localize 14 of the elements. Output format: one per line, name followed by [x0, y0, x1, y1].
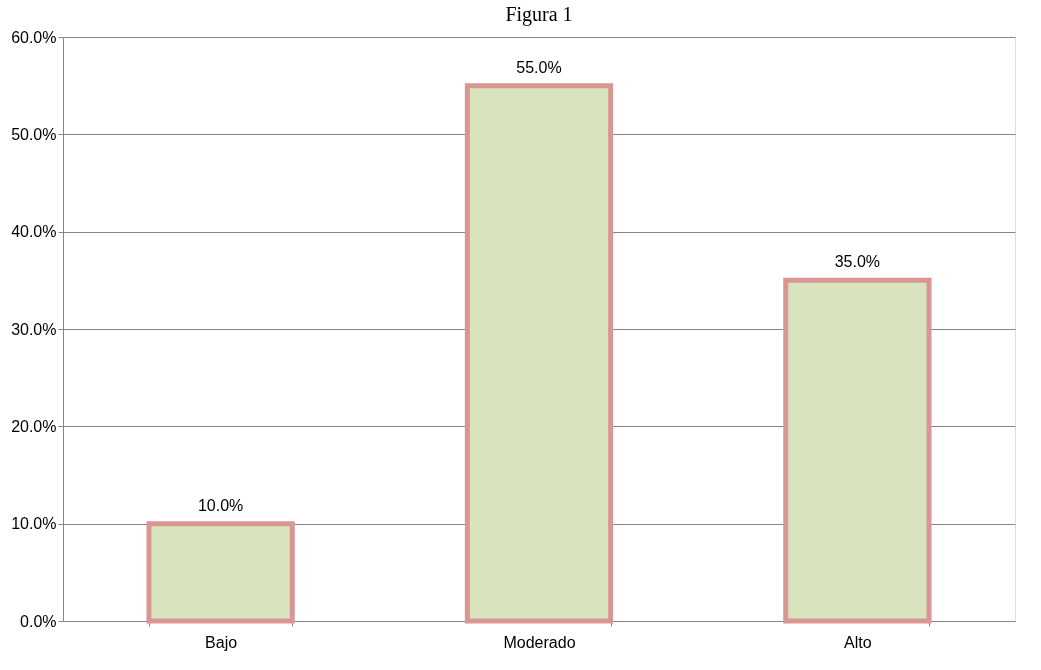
data-label: 10.0%	[197, 496, 244, 514]
y-tick-label: 20.0%	[11, 417, 57, 435]
y-tick-label: 30.0%	[11, 320, 57, 338]
y-tick-label: 60.0%	[11, 28, 57, 46]
x-tick-label: Alto	[844, 633, 872, 651]
data-label: 55.0%	[516, 58, 562, 76]
y-tick-label: 40.0%	[11, 223, 57, 241]
chart-title: Figura 1	[505, 3, 573, 26]
y-tick-label: 10.0%	[11, 515, 57, 533]
x-tick-label: Moderado	[503, 633, 576, 651]
x-tick-label: Bajo	[205, 633, 238, 651]
y-tick-label: 50.0%	[11, 125, 57, 143]
y-tick-label: 0.0%	[20, 612, 57, 630]
data-label: 35.0%	[834, 253, 881, 271]
